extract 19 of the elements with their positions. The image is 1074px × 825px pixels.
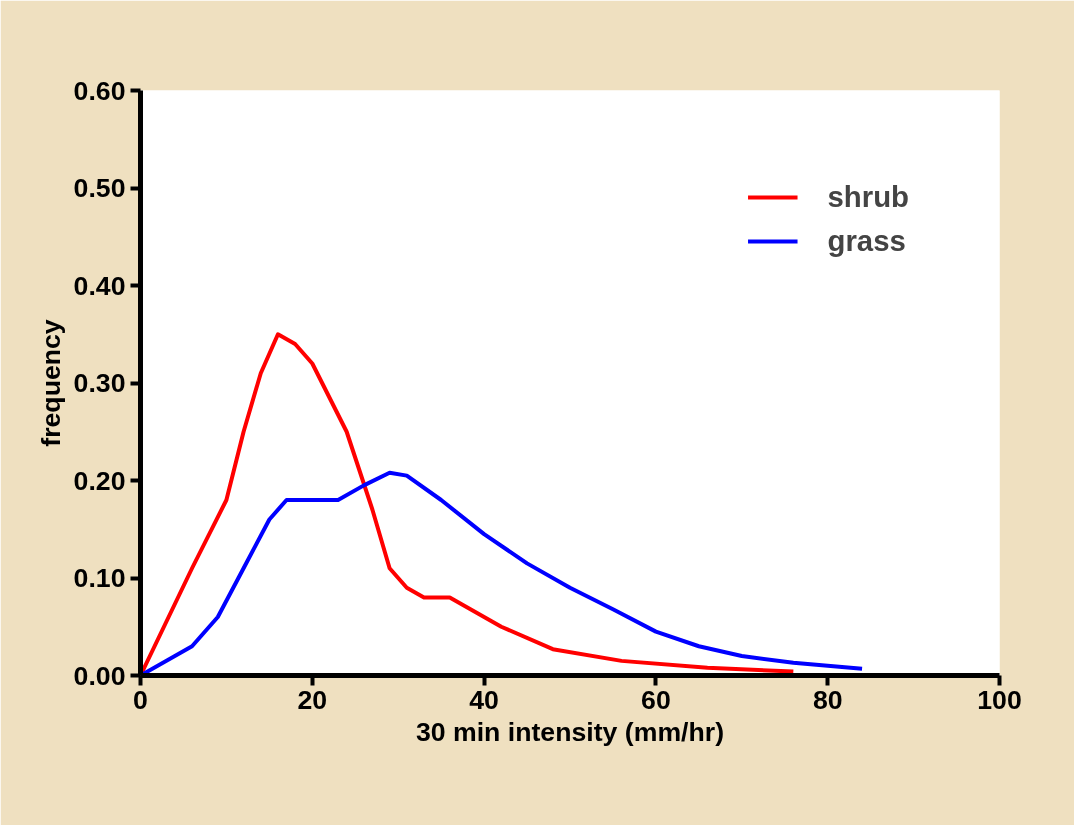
x-tick-label: 60 (641, 684, 671, 715)
y-tick-label: 0.00 (73, 660, 126, 691)
y-tick-label: 0.40 (73, 270, 126, 301)
line-series (140, 332, 796, 676)
x-axis-title: 30 min intensity (mm/hr) (415, 716, 725, 747)
line-series (140, 470, 865, 676)
x-tick-label: 80 (812, 684, 843, 715)
y-tick-label: 0.50 (73, 173, 126, 203)
legend-label: shrub (827, 180, 909, 214)
legend-label: grass (827, 224, 906, 258)
x-tick-label: 0 (133, 684, 148, 715)
y-tick-label: 0.60 (73, 75, 126, 106)
y-tick-label: 0.20 (73, 465, 126, 496)
y-tick-label: 0.30 (73, 368, 126, 398)
x-tick-label: 40 (469, 684, 499, 715)
x-tick-label: 20 (297, 684, 328, 715)
x-tick-label: 100 (977, 684, 1022, 715)
y-axis-title: frequency (35, 319, 66, 447)
y-tick-label: 0.10 (73, 563, 126, 593)
